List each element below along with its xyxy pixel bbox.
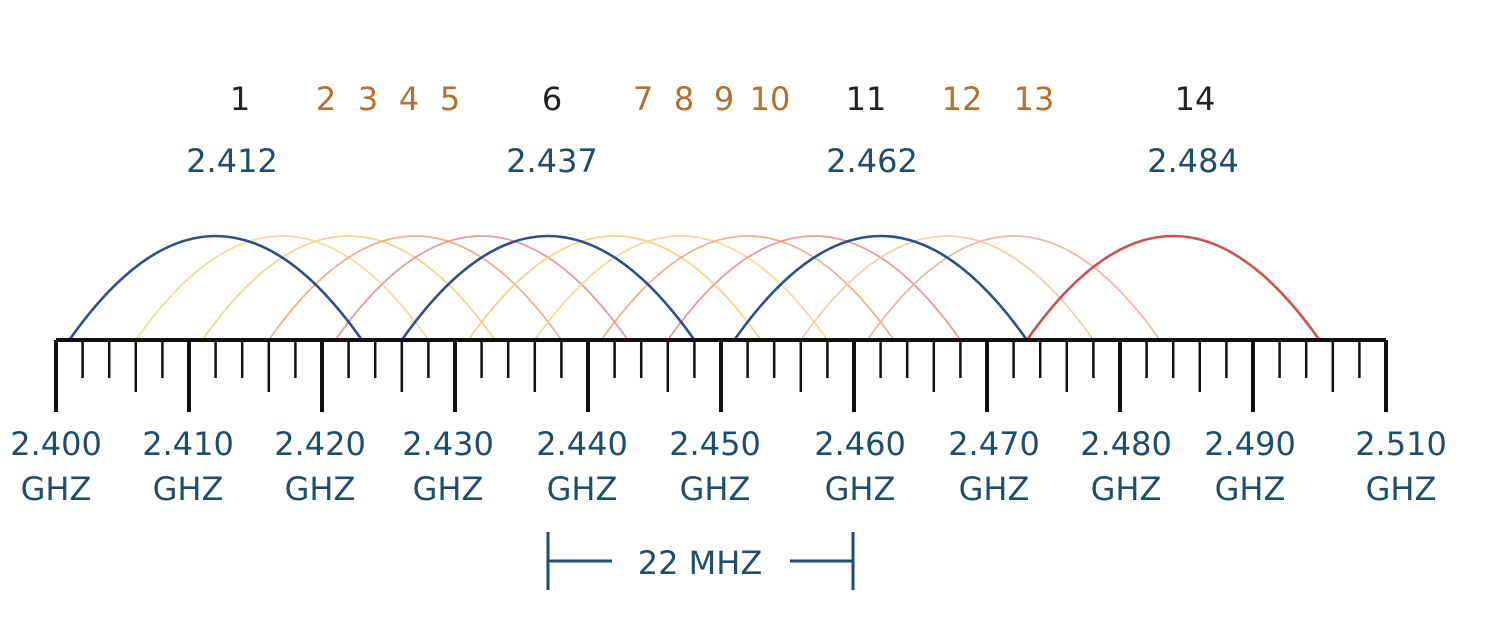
channel-8-arc	[534, 235, 829, 341]
axis-label-unit: GHZ	[21, 470, 92, 508]
axis-label-unit: GHZ	[680, 470, 751, 508]
channel-numbers: 1 2 3 4 5 6 7 8 9 10 11 12 13 14	[230, 80, 1216, 118]
channel-1-arc	[68, 234, 363, 341]
axis-label-value: 2.490	[1204, 425, 1296, 463]
channel-2-arc	[135, 235, 430, 341]
channel-label-14: 14	[1175, 80, 1216, 118]
channel-width-indicator: 22 MHZ	[546, 532, 855, 590]
channel-13-arc	[866, 235, 1161, 341]
axis-label-value: 2.400	[10, 425, 102, 463]
channel-label-3: 3	[358, 80, 378, 118]
axis-label-unit: GHZ	[285, 470, 356, 508]
channel-10-arc	[667, 235, 962, 341]
channel-9-arc	[600, 235, 895, 341]
channel-label-1: 1	[230, 80, 250, 118]
axis-label-unit: GHZ	[153, 470, 224, 508]
axis-label-value: 2.420	[274, 425, 366, 463]
channel-label-8: 8	[674, 80, 694, 118]
axis-label-value: 2.480	[1080, 425, 1172, 463]
axis-label-value: 2.450	[669, 425, 761, 463]
channel-label-11: 11	[846, 80, 887, 118]
channel-label-5: 5	[440, 80, 460, 118]
frequency-ruler	[54, 338, 1388, 412]
channel-6-arc	[400, 234, 696, 341]
channel-label-10: 10	[750, 80, 791, 118]
channel-label-13: 13	[1014, 80, 1055, 118]
axis-label-unit: GHZ	[959, 470, 1030, 508]
channel-5-arc	[334, 235, 629, 341]
axis-label-unit: GHZ	[547, 470, 618, 508]
channel-7-arc	[467, 235, 762, 341]
axis-label-value: 2.460	[814, 425, 906, 463]
center-frequencies: 2.412 2.437 2.462 2.484	[186, 142, 1239, 180]
center-frequency-label: 2.412	[186, 142, 278, 180]
center-frequency-label: 2.484	[1147, 142, 1239, 180]
channel-label-4: 4	[399, 80, 419, 118]
channel-label-12: 12	[942, 80, 983, 118]
axis-label-value: 2.430	[402, 425, 494, 463]
axis-label-value: 2.470	[948, 425, 1040, 463]
axis-label-unit: GHZ	[1366, 470, 1437, 508]
channel-label-6: 6	[542, 80, 562, 118]
channel-label-2: 2	[316, 80, 336, 118]
center-frequency-label: 2.437	[506, 142, 598, 180]
channel-3-arc	[201, 235, 496, 341]
axis-label-value: 2.510	[1355, 425, 1447, 463]
center-frequency-label: 2.462	[826, 142, 918, 180]
axis-label-unit: GHZ	[413, 470, 484, 508]
axis-labels: 2.400 GHZ 2.410 GHZ 2.420 GHZ 2.430 GHZ 2.440 GHZ…	[10, 425, 1447, 508]
channel-label-7: 7	[633, 80, 653, 118]
axis-label-value: 2.440	[536, 425, 628, 463]
axis-label-unit: GHZ	[1091, 470, 1162, 508]
channel-11-arc	[733, 234, 1028, 341]
channel-14-arc	[1025, 234, 1321, 341]
channel-4-arc	[268, 235, 563, 341]
axis-label-unit: GHZ	[825, 470, 896, 508]
channel-arcs	[68, 234, 1321, 341]
channel-label-9: 9	[714, 80, 734, 118]
axis-label-unit: GHZ	[1215, 470, 1286, 508]
channel-12-arc	[800, 235, 1095, 341]
axis-label-value: 2.410	[142, 425, 234, 463]
channel-width-label: 22 MHZ	[638, 544, 762, 582]
